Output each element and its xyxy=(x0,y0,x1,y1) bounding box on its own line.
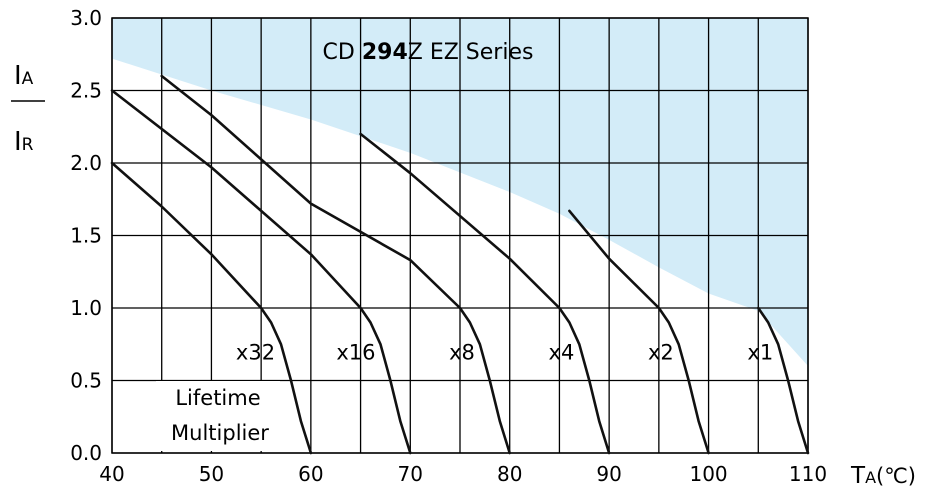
x-tick-label: 110 xyxy=(789,462,827,486)
curve-x8 xyxy=(160,74,512,455)
x-tick-label: 40 xyxy=(99,462,124,486)
x-tick-label: 60 xyxy=(298,462,323,486)
curve-x4 xyxy=(359,132,611,455)
x-tick-label: 80 xyxy=(497,462,522,486)
curve-label-x1: x1 xyxy=(747,341,773,365)
x-axis-label: TA(℃) xyxy=(850,463,916,489)
curve-label-x2: x2 xyxy=(648,341,674,365)
curve-x1 xyxy=(756,306,810,455)
y-axis-label: IA IR xyxy=(11,61,45,157)
curve-label-x8: x8 xyxy=(449,341,475,365)
y-tick-label: 1.5 xyxy=(70,224,102,248)
label-layer: x32 x16 x8 x4 x2 x1 xyxy=(236,341,773,365)
y-tick-label: 1.0 xyxy=(70,296,102,320)
y-tick-label: 0.5 xyxy=(70,369,102,393)
legend-title-line2: Multiplier xyxy=(171,421,269,445)
curve-label-x4: x4 xyxy=(549,341,575,365)
shaded-region xyxy=(112,18,808,366)
x-tick-label: 50 xyxy=(199,462,224,486)
legend-title-line1: Lifetime xyxy=(175,386,260,410)
tick-layer: 40 50 60 70 80 90 100 110 0.0 0.5 1.0 1.5 2.0 2.5 3.0 xyxy=(70,6,827,486)
y-tick-label: 0.0 xyxy=(70,441,102,465)
legend-title: Lifetime Multiplier xyxy=(156,381,280,451)
shaded-region-layer xyxy=(112,18,808,366)
curve-x2 xyxy=(568,209,710,455)
curve-x32 xyxy=(110,161,313,455)
grid-layer xyxy=(111,17,809,454)
y-axis-label-top: IA xyxy=(14,61,34,91)
y-tick-label: 2.0 xyxy=(70,151,102,175)
curve-label-x16: x16 xyxy=(336,341,375,365)
curve-layer xyxy=(110,74,810,455)
x-tick-label: 100 xyxy=(689,462,727,486)
y-axis-label-bottom: IR xyxy=(14,127,34,157)
curve-x16 xyxy=(110,89,412,455)
curve-label-x32: x32 xyxy=(236,341,275,365)
plot-border xyxy=(111,17,809,454)
chart-title: CD 294Z EZ Series xyxy=(323,40,534,65)
x-tick-label: 70 xyxy=(398,462,423,486)
legend-title-background xyxy=(156,381,280,451)
x-tick-label: 90 xyxy=(596,462,621,486)
y-tick-label: 2.5 xyxy=(70,79,102,103)
y-tick-label: 3.0 xyxy=(70,6,102,30)
